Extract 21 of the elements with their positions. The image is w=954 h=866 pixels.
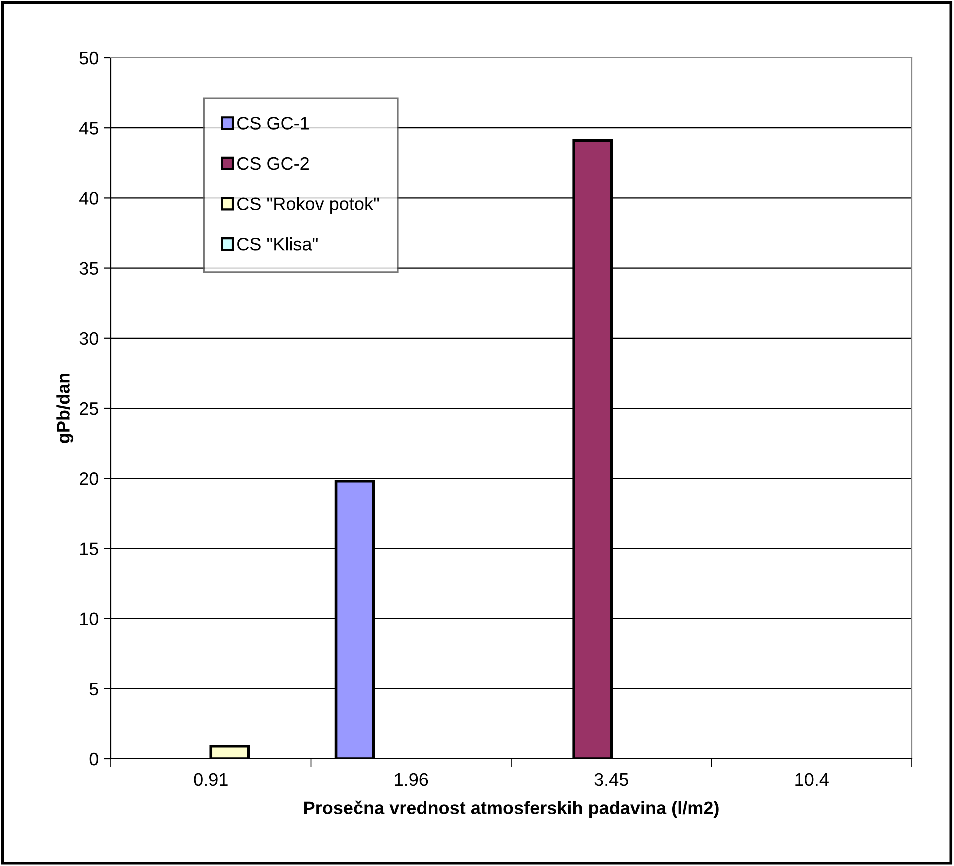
y-tick-label: 20: [80, 472, 98, 486]
x-axis-title: Prosečna vrednost atmosferskih padavina (l/m2): [304, 800, 719, 818]
y-tick-label: 45: [80, 122, 98, 135]
legend-label: CS GC-2: [238, 157, 309, 170]
y-tick-label: 50: [80, 52, 98, 65]
y-tick-label: 35: [80, 262, 98, 276]
x-tick-label: 10.4: [796, 773, 829, 786]
y-tick-label: 40: [80, 192, 98, 205]
x-tick-label: 3.45: [594, 773, 628, 786]
y-tick-label: 15: [80, 542, 98, 556]
y-tick-label: 25: [80, 402, 98, 416]
legend-label: CS "Rokov potok": [238, 197, 380, 214]
x-tick-label: 1.96: [395, 773, 428, 786]
y-axis-title: gPb/dan: [56, 374, 74, 444]
legend-label: CS "Klisa": [238, 238, 318, 251]
y-tick-label: 5: [90, 683, 98, 696]
x-tick-label: 0.91: [194, 773, 228, 786]
legend-label: CS GC-1: [238, 117, 309, 130]
y-tick-label: 10: [80, 612, 98, 626]
y-tick-label: 30: [80, 332, 98, 346]
y-tick-label: 0: [90, 752, 98, 766]
